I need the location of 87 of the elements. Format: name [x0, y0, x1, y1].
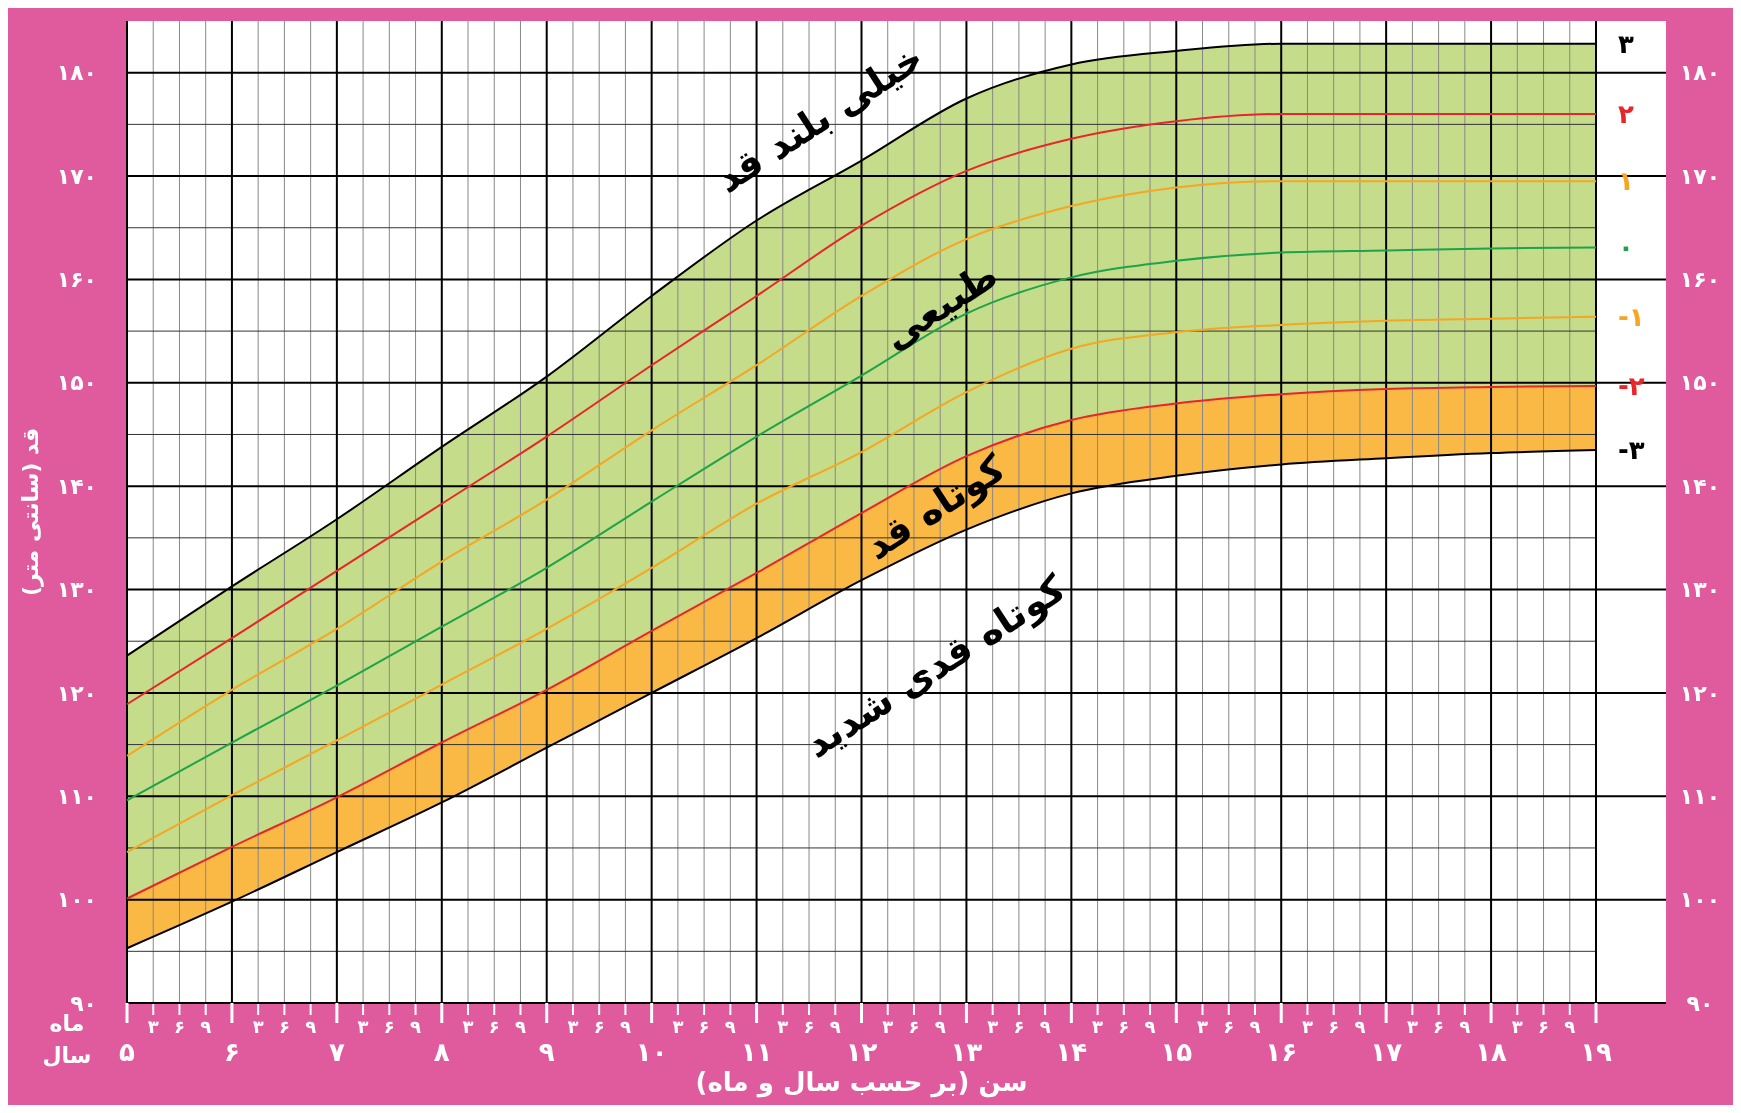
series-label: -۱ — [1618, 301, 1645, 332]
text: ۶ — [278, 1016, 290, 1037]
x-tick-label: ۶ — [223, 1037, 240, 1067]
text: ۹ — [1459, 1016, 1471, 1037]
annotation: طبیعی — [875, 252, 1006, 359]
line-series — [126, 246, 1597, 802]
text: ۳ — [777, 1016, 789, 1037]
text: ۳ — [1092, 1016, 1104, 1037]
text: ۶ — [488, 1016, 500, 1037]
y-tick-label: ۱۱۰ — [56, 783, 97, 809]
series-label: ۳ — [1618, 28, 1634, 59]
text: ۹ — [619, 1016, 631, 1037]
text: ۹ — [724, 1016, 736, 1037]
text: ۳ — [252, 1016, 264, 1037]
text: ۶ — [1328, 1016, 1340, 1037]
x-tick-label: ۱۲ — [845, 1037, 878, 1067]
text: ۹ — [200, 1016, 212, 1037]
text: ۳ — [882, 1016, 894, 1037]
y2-tick-label: ۱۰۰ — [1679, 887, 1721, 913]
text: سال — [42, 1043, 92, 1068]
y-tick-label: ۱۰۰ — [56, 887, 97, 913]
x-axis-title: سن (بر حسب سال و ماه) — [695, 1067, 1028, 1098]
x-tick-label: ۸ — [433, 1037, 450, 1067]
annotation: کوتاه قد — [857, 445, 1014, 569]
x-tick-label: ۱۸ — [1475, 1037, 1508, 1067]
x-tick-label: ۷ — [328, 1037, 345, 1067]
text: ۳ — [1197, 1016, 1209, 1037]
text: ۶ — [1118, 1016, 1130, 1037]
y-tick-label: ۱۴۰ — [56, 473, 97, 499]
y-tick-label: ۱۶۰ — [56, 267, 97, 293]
y2-tick-label: ۱۵۰ — [1679, 370, 1721, 396]
text: ۹ — [1039, 1016, 1051, 1037]
text: ۶ — [803, 1016, 815, 1037]
y2-tick-label: ۱۶۰ — [1679, 267, 1721, 293]
text: ۹ — [1354, 1016, 1366, 1037]
x-tick-label: ۹ — [538, 1037, 555, 1067]
text: ۹ — [410, 1016, 422, 1037]
text: ۳ — [987, 1016, 999, 1037]
text: ۳ — [462, 1016, 474, 1037]
text: ۳ — [1511, 1016, 1523, 1037]
x-tick-label: ۱۷ — [1370, 1037, 1403, 1067]
x-tick-label: ۱۶ — [1265, 1037, 1298, 1067]
y-tick-label: ۱۸۰ — [56, 60, 97, 86]
text: ۳ — [357, 1016, 369, 1037]
text: ۶ — [1433, 1016, 1445, 1037]
y2-tick-label: ۱۷۰ — [1679, 163, 1721, 189]
x-tick-label: ۵ — [119, 1037, 136, 1067]
y2-tick-label: ۱۲۰ — [1679, 680, 1721, 706]
text: ۶ — [1223, 1016, 1235, 1037]
text: ۹ — [1564, 1016, 1576, 1037]
y2-tick-label: ۱۱۰ — [1679, 783, 1721, 809]
x-tick-label: ۱۳ — [950, 1037, 983, 1067]
text: ۹ — [1144, 1016, 1156, 1037]
x-tick-label: ۱۰ — [635, 1037, 668, 1067]
text: ۹ — [305, 1016, 317, 1037]
y-tick-label: ۱۳۰ — [56, 577, 97, 603]
text: ۳ — [147, 1016, 159, 1037]
x-tick-label: ۱۴ — [1055, 1037, 1088, 1067]
text: ۳ — [1301, 1016, 1313, 1037]
y-tick-label: ۱۲۰ — [56, 680, 97, 706]
x-tick-label: ۱۱ — [740, 1037, 773, 1067]
y2-tick-label: ۹۰ — [1686, 990, 1714, 1016]
text: ۶ — [593, 1016, 605, 1037]
text: ۳ — [672, 1016, 684, 1037]
text: ۹ — [1249, 1016, 1261, 1037]
text: ۹ — [829, 1016, 841, 1037]
text: ۹ — [934, 1016, 946, 1037]
text: ۶ — [698, 1016, 710, 1037]
x-tick-label: ۱۵ — [1160, 1037, 1193, 1067]
text: ۹ — [514, 1016, 526, 1037]
y2-tick-label: ۱۳۰ — [1679, 577, 1721, 603]
y-axis-title: قد (سانتی متر) — [18, 427, 44, 597]
y-tick-label: ۱۷۰ — [56, 163, 97, 189]
y2-tick-label: ۱۸۰ — [1679, 60, 1721, 86]
text: ۳ — [1406, 1016, 1418, 1037]
text: ۶ — [908, 1016, 920, 1037]
text: ۶ — [173, 1016, 185, 1037]
y-tick-label: ۱۵۰ — [56, 370, 97, 396]
y2-tick-label: ۱۴۰ — [1679, 473, 1721, 499]
series-label: ۲ — [1618, 99, 1634, 130]
series-label: -۳ — [1618, 435, 1645, 466]
text: ۶ — [1013, 1016, 1025, 1037]
series-label: ۰ — [1618, 232, 1634, 263]
text: ۶ — [383, 1016, 395, 1037]
x-tick-label: ۱۹ — [1580, 1037, 1612, 1067]
text: ۶ — [1538, 1016, 1550, 1037]
text: ۳ — [567, 1016, 579, 1037]
